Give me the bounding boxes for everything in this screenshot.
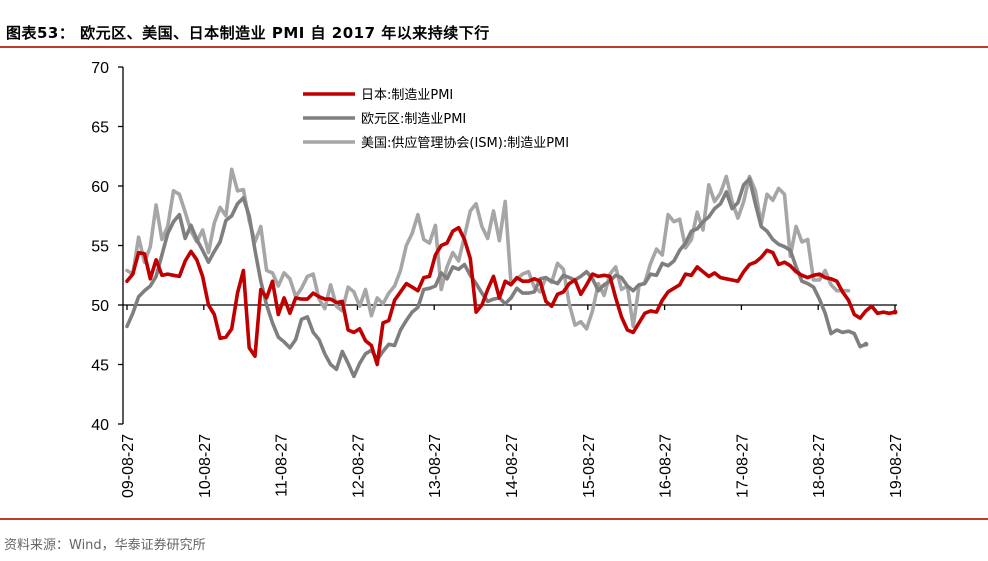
y-tick-label: 70 xyxy=(91,60,109,77)
x-tick-label: 12-08-27 xyxy=(350,434,367,498)
series-end-point-1 xyxy=(863,341,869,347)
x-tick-label: 18-08-27 xyxy=(811,434,828,498)
x-tick-label: 19-08-27 xyxy=(888,434,905,498)
x-tick-label: 15-08-27 xyxy=(581,434,598,498)
series-line-1 xyxy=(125,177,868,379)
y-tick-label: 45 xyxy=(91,358,109,375)
x-tick-label: 13-08-27 xyxy=(427,434,444,498)
legend-label-1: 欧元区:制造业PMI xyxy=(361,112,466,127)
x-tick-label: 17-08-27 xyxy=(734,434,751,498)
y-tick-label: 65 xyxy=(91,120,109,137)
legend: 日本:制造业PMI 欧元区:制造业PMI 美国:供应管理协会(ISM):制造业PMI xyxy=(303,88,569,151)
y-tick-label: 60 xyxy=(91,179,109,196)
y-tick-label: 40 xyxy=(91,417,109,434)
x-tick-label: 10-08-27 xyxy=(197,434,214,498)
axes: 40 45 50 55 60 65 70 09-08-27 10-08-27 11-08-27 12… xyxy=(91,60,905,498)
series-line-0 xyxy=(125,225,897,367)
title-underline xyxy=(0,46,988,48)
x-tick-label: 11-08-27 xyxy=(274,434,291,497)
x-tick-label: 14-08-27 xyxy=(504,434,521,498)
y-tick-label: 55 xyxy=(91,239,109,256)
x-tick-label: 09-08-27 xyxy=(120,434,137,498)
series-end-point-0 xyxy=(892,309,898,315)
chart-title: 图表53： 欧元区、美国、日本制造业 PMI 自 2017 年以来持续下行 xyxy=(6,24,490,42)
legend-label-2: 美国:供应管理协会(ISM):制造业PMI xyxy=(361,135,569,151)
y-tick-label: 50 xyxy=(91,298,109,315)
footer-rule xyxy=(0,518,988,520)
series-layer xyxy=(125,167,898,379)
x-tick-label: 16-08-27 xyxy=(658,434,675,498)
source-note: 资料来源：Wind，华泰证券研究所 xyxy=(4,538,206,553)
legend-label-0: 日本:制造业PMI xyxy=(361,88,453,103)
